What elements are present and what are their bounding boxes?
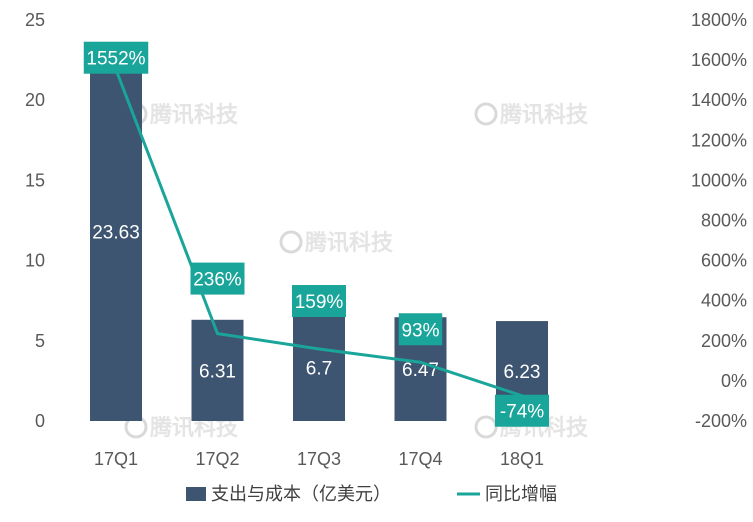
growth-point bbox=[419, 360, 422, 364]
watermark: 腾讯科技 bbox=[474, 102, 589, 127]
watermark: 腾讯科技 bbox=[279, 230, 394, 255]
watermark: 腾讯科技 bbox=[124, 102, 239, 127]
right-tick-label: 0% bbox=[721, 371, 747, 391]
bar-value-label: 6.7 bbox=[306, 358, 332, 379]
growth-label-box bbox=[292, 285, 346, 318]
growth-label-group: 1552% 236% 159% 93% -74% bbox=[83, 41, 549, 427]
growth-label-box bbox=[83, 41, 149, 74]
growth-label-box bbox=[398, 313, 443, 346]
growth-label-text: -74% bbox=[500, 402, 544, 423]
right-tick-label: 200% bbox=[701, 331, 747, 351]
left-tick-label: 0 bbox=[35, 411, 45, 431]
growth-label-box bbox=[495, 394, 549, 427]
right-tick-label: 1000% bbox=[691, 170, 747, 190]
growth-label-text: 236% bbox=[193, 270, 242, 291]
watermark-logo-icon bbox=[279, 230, 303, 254]
bar-value-label: 23.63 bbox=[92, 222, 140, 243]
left-tick-label: 15 bbox=[25, 170, 45, 190]
growth-point bbox=[216, 332, 219, 336]
x-tick-label: 17Q3 bbox=[297, 449, 341, 469]
right-tick-label: 400% bbox=[701, 291, 747, 311]
right-tick-label: 600% bbox=[701, 251, 747, 271]
watermark-text: 腾讯科技 bbox=[150, 102, 239, 127]
bar-value-label: 6.23 bbox=[504, 362, 541, 383]
growth-label-text: 93% bbox=[401, 320, 439, 341]
watermark-logo-icon bbox=[474, 102, 498, 126]
bar-value-label: 6.31 bbox=[199, 361, 236, 382]
right-tick-label: -200% bbox=[695, 411, 747, 431]
growth-value-label: 236% bbox=[190, 262, 245, 295]
bar bbox=[90, 41, 142, 422]
watermark-text: 腾讯科技 bbox=[500, 102, 589, 127]
x-tick-label: 17Q4 bbox=[398, 449, 442, 469]
right-tick-label: 1800% bbox=[691, 10, 747, 30]
left-tick-label: 5 bbox=[35, 331, 45, 351]
watermark-logo-icon bbox=[474, 415, 498, 439]
right-tick-label: 800% bbox=[701, 211, 747, 231]
growth-label-box bbox=[190, 262, 245, 295]
growth-point bbox=[317, 347, 321, 351]
growth-value-label: 159% bbox=[292, 285, 346, 318]
bar-label-group: 23.636.31 6.7 6.47 6.23 bbox=[92, 222, 540, 383]
right-tick-label: 1400% bbox=[691, 90, 747, 110]
right-tick-label: 1600% bbox=[691, 50, 747, 70]
left-tick-label: 10 bbox=[25, 251, 45, 271]
growth-label-text: 1552% bbox=[86, 49, 145, 70]
legend-swatch-bar bbox=[186, 487, 206, 501]
growth-value-label: 1552% bbox=[83, 41, 149, 74]
growth-value-label: 93% bbox=[398, 313, 443, 346]
growth-label-text: 159% bbox=[295, 292, 344, 313]
growth-value-label: -74% bbox=[495, 394, 549, 427]
right-axis: -200% 0% 200% 400% 600% 800% 1000% 1200% 1400% 16… bbox=[691, 10, 747, 431]
watermark-text: 腾讯科技 bbox=[305, 230, 394, 255]
left-axis: 0 5 10 15 20 25 bbox=[25, 10, 45, 431]
legend-label-line: 同比增幅 bbox=[485, 484, 557, 504]
left-tick-label: 20 bbox=[25, 90, 45, 110]
right-tick-label: 1200% bbox=[691, 130, 747, 150]
legend-label-bar: 支出与成本（亿美元） bbox=[211, 484, 391, 504]
bar bbox=[293, 313, 345, 421]
x-axis: 17Q1 17Q2 17Q3 17Q4 18Q1 bbox=[94, 449, 544, 469]
left-tick-label: 25 bbox=[25, 10, 45, 30]
x-tick-label: 18Q1 bbox=[500, 449, 544, 469]
bar-series bbox=[90, 41, 548, 422]
x-tick-label: 17Q2 bbox=[195, 449, 239, 469]
legend: 支出与成本（亿美元） 同比增幅 bbox=[186, 484, 557, 504]
x-tick-label: 17Q1 bbox=[94, 449, 138, 469]
